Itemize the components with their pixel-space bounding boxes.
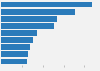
Bar xyxy=(1,30,38,36)
Bar xyxy=(1,23,54,29)
Bar xyxy=(1,2,92,7)
Bar xyxy=(1,16,57,22)
Bar xyxy=(1,59,27,64)
Bar xyxy=(1,44,30,50)
Bar xyxy=(1,37,33,43)
Bar xyxy=(1,51,28,57)
Bar xyxy=(1,9,75,15)
